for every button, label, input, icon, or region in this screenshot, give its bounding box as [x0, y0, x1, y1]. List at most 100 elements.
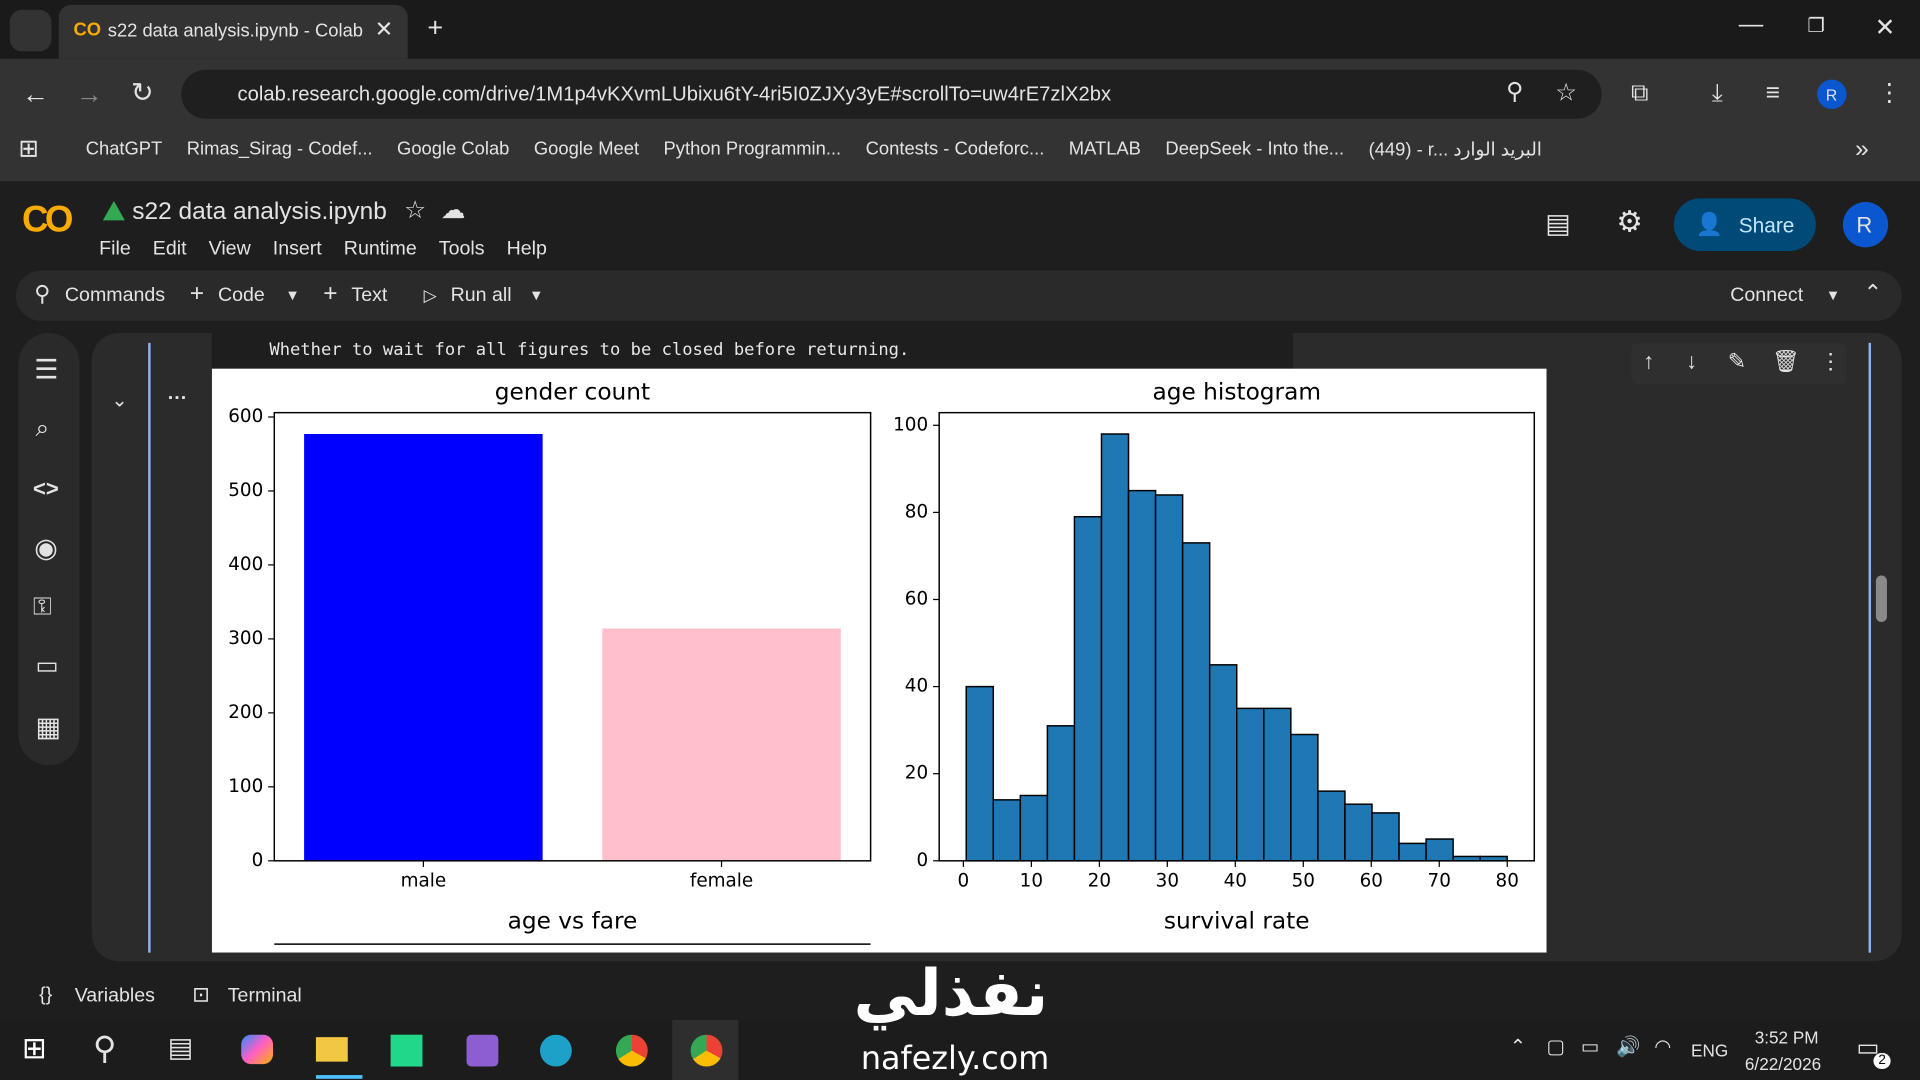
- snippets-icon[interactable]: <>: [33, 476, 59, 501]
- y-tick-label: 40: [905, 676, 928, 697]
- pycharm[interactable]: [390, 1034, 423, 1067]
- bookmark[interactable]: Python Programmin...: [663, 138, 842, 160]
- connect[interactable]: Connect: [1730, 285, 1804, 307]
- url[interactable]: colab.research.google.com/drive/1M1p4vKX…: [237, 83, 1112, 106]
- data-icon[interactable]: ▦: [35, 711, 61, 743]
- volume[interactable]: 🔊: [1616, 1037, 1641, 1058]
- variables-icon-bottom: {}: [39, 984, 53, 1006]
- y-tick-label: 100: [228, 776, 263, 797]
- task-view[interactable]: ▤: [167, 1032, 194, 1063]
- copilot[interactable]: [241, 1034, 274, 1065]
- bookmark[interactable]: (449) - r... البريد الوارد: [1368, 139, 1542, 161]
- bookmark-star[interactable]: ☆: [1555, 79, 1578, 107]
- apps[interactable]: ⊞: [18, 135, 39, 163]
- edit-cell[interactable]: ✎: [1727, 348, 1747, 374]
- back[interactable]: ←: [22, 78, 49, 109]
- connect-dropdown[interactable]: ▼: [1825, 286, 1841, 304]
- menu-item[interactable]: Help: [506, 238, 547, 260]
- tab-title[interactable]: s22 data analysis.ipynb - Colab: [107, 20, 364, 42]
- search[interactable]: ⚲: [93, 1029, 117, 1067]
- avatar[interactable]: [1842, 202, 1889, 248]
- more-bookmarks[interactable]: »: [1855, 135, 1869, 163]
- collapse-header[interactable]: ⌃: [1863, 280, 1883, 305]
- chrome[interactable]: [615, 1034, 648, 1067]
- bookmark[interactable]: DeepSeek - Into the...: [1165, 138, 1345, 160]
- histogram-bar: [1425, 838, 1454, 862]
- menu-item[interactable]: Insert: [272, 238, 322, 260]
- run-dropdown[interactable]: ▼: [528, 286, 544, 304]
- visual-studio[interactable]: [466, 1034, 499, 1067]
- bookmark[interactable]: MATLAB: [1068, 138, 1141, 160]
- tab-close[interactable]: ✕: [374, 17, 394, 42]
- menu-item[interactable]: File: [99, 238, 131, 260]
- histogram-bar: [1317, 790, 1346, 862]
- menu-item[interactable]: Tools: [438, 238, 485, 260]
- bookmark[interactable]: Google Meet: [533, 138, 640, 160]
- reload[interactable]: ↻: [131, 77, 154, 108]
- bookmark[interactable]: Rimas_Sirag - Codef...: [186, 138, 373, 160]
- variables-tab[interactable]: Variables: [74, 985, 155, 1007]
- tray-icon[interactable]: ▢: [1546, 1037, 1566, 1058]
- downloads[interactable]: ⤓: [1711, 79, 1723, 107]
- active-tab[interactable]: [58, 4, 408, 59]
- move-down[interactable]: ↓: [1686, 348, 1698, 374]
- toc-icon[interactable]: ☰: [34, 353, 59, 385]
- histogram-bar: [1181, 542, 1211, 862]
- files-icon[interactable]: ▭: [35, 652, 59, 680]
- colab-logo[interactable]: CO: [22, 199, 73, 241]
- media[interactable]: ≡: [1765, 79, 1781, 107]
- scrollbar-thumb[interactable]: [1875, 575, 1887, 623]
- secrets-icon[interactable]: ⚿: [33, 593, 52, 621]
- x-tick-label: male: [401, 871, 447, 892]
- menu-item[interactable]: Runtime: [343, 238, 417, 260]
- delete-cell[interactable]: 🗑: [1771, 348, 1800, 374]
- notebook-title[interactable]: s22 data analysis.ipynb: [132, 198, 387, 226]
- tray-arrow[interactable]: ⌃: [1509, 1037, 1527, 1058]
- more-cell[interactable]: ⋮: [1819, 348, 1842, 374]
- new-tab[interactable]: +: [427, 12, 444, 43]
- forward[interactable]: →: [75, 78, 103, 109]
- terminal-tab[interactable]: Terminal: [227, 985, 302, 1007]
- menu-item[interactable]: Edit: [152, 238, 187, 260]
- move-up[interactable]: ↑: [1643, 348, 1655, 374]
- settings[interactable]: ⚙: [1616, 205, 1643, 239]
- menu-item[interactable]: View: [208, 238, 251, 260]
- bookmark[interactable]: Contests - Codeforc...: [865, 138, 1045, 160]
- y-tick-label: 200: [228, 702, 263, 723]
- active-indicator: [315, 1075, 363, 1079]
- clock-time[interactable]: 3:52 PM: [1754, 1027, 1819, 1047]
- add-code[interactable]: Code: [217, 285, 265, 307]
- edge[interactable]: [540, 1034, 572, 1067]
- share-button[interactable]: [1673, 198, 1816, 252]
- bookmark[interactable]: Google Colab: [397, 138, 510, 160]
- bookmark[interactable]: ChatGPT: [85, 138, 163, 160]
- avatar-letter: R: [1856, 213, 1873, 238]
- battery[interactable]: ▭: [1580, 1037, 1600, 1058]
- browser-menu[interactable]: ⋮: [1877, 79, 1902, 107]
- language[interactable]: ENG: [1691, 1040, 1729, 1061]
- restore[interactable]: ❐: [1807, 15, 1825, 37]
- comments[interactable]: ▤: [1545, 208, 1571, 239]
- collapse-cell[interactable]: ⌄: [111, 390, 128, 412]
- start[interactable]: ⊞: [22, 1032, 47, 1066]
- profile[interactable]: [1817, 79, 1847, 109]
- zoom-icon[interactable]: ⚲: [1506, 79, 1524, 106]
- file-explorer[interactable]: [315, 1037, 348, 1062]
- address-bar[interactable]: [181, 69, 1602, 119]
- star[interactable]: ☆: [404, 197, 427, 225]
- minimize[interactable]: —: [1738, 11, 1764, 38]
- tab-search[interactable]: [9, 9, 52, 52]
- find-icon[interactable]: ⌕: [35, 415, 50, 443]
- close-window[interactable]: ✕: [1874, 14, 1896, 42]
- commands[interactable]: Commands: [64, 285, 166, 307]
- clock-date[interactable]: 6/22/2026: [1744, 1054, 1822, 1074]
- output-menu[interactable]: ···: [167, 388, 188, 409]
- extensions[interactable]: ⧉: [1631, 79, 1649, 107]
- notification-icon[interactable]: ▭: [1856, 1034, 1880, 1062]
- menu-bar: File Edit View Insert Runtime Tools Help: [99, 239, 547, 261]
- add-text[interactable]: Text: [351, 285, 388, 307]
- wifi[interactable]: ◠: [1654, 1037, 1672, 1058]
- variables-icon[interactable]: ◉: [34, 532, 58, 564]
- run-all[interactable]: Run all: [450, 285, 512, 307]
- code-dropdown[interactable]: ▼: [285, 286, 300, 304]
